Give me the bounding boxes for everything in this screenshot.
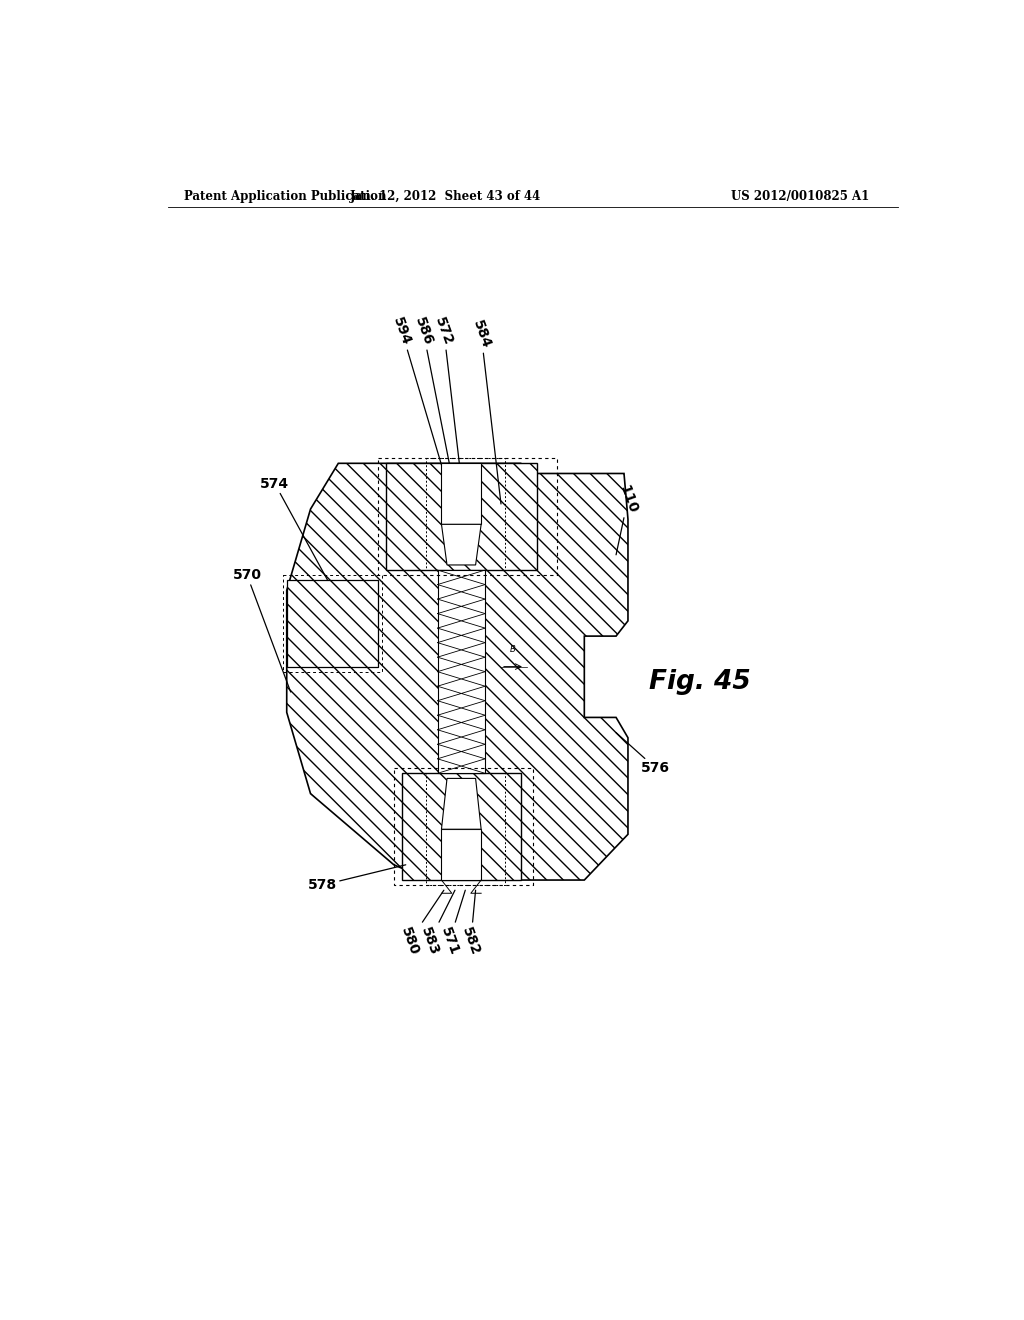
- Text: Jan. 12, 2012  Sheet 43 of 44: Jan. 12, 2012 Sheet 43 of 44: [350, 190, 541, 202]
- Text: 572: 572: [432, 315, 465, 515]
- Polygon shape: [441, 779, 481, 829]
- Text: 583: 583: [418, 890, 455, 957]
- Text: 576: 576: [616, 733, 671, 775]
- Text: Fig. 45: Fig. 45: [648, 669, 751, 694]
- Text: 582: 582: [459, 890, 482, 957]
- Text: 594: 594: [390, 315, 447, 483]
- Polygon shape: [386, 463, 537, 570]
- Polygon shape: [287, 463, 628, 880]
- Text: B: B: [510, 645, 516, 655]
- Text: US 2012/0010825 A1: US 2012/0010825 A1: [731, 190, 869, 202]
- Text: 580: 580: [398, 890, 443, 957]
- Text: 578: 578: [308, 865, 406, 892]
- Polygon shape: [437, 570, 485, 774]
- Polygon shape: [401, 774, 521, 880]
- Text: 586: 586: [412, 315, 458, 504]
- Text: 571: 571: [438, 890, 465, 957]
- Text: 584: 584: [470, 318, 501, 504]
- Polygon shape: [287, 581, 378, 667]
- Polygon shape: [441, 524, 481, 565]
- Polygon shape: [441, 829, 481, 880]
- Text: 574: 574: [260, 477, 331, 585]
- Text: 570: 570: [232, 568, 291, 692]
- Polygon shape: [441, 463, 481, 524]
- Text: 110: 110: [616, 483, 640, 554]
- Text: Patent Application Publication: Patent Application Publication: [183, 190, 386, 202]
